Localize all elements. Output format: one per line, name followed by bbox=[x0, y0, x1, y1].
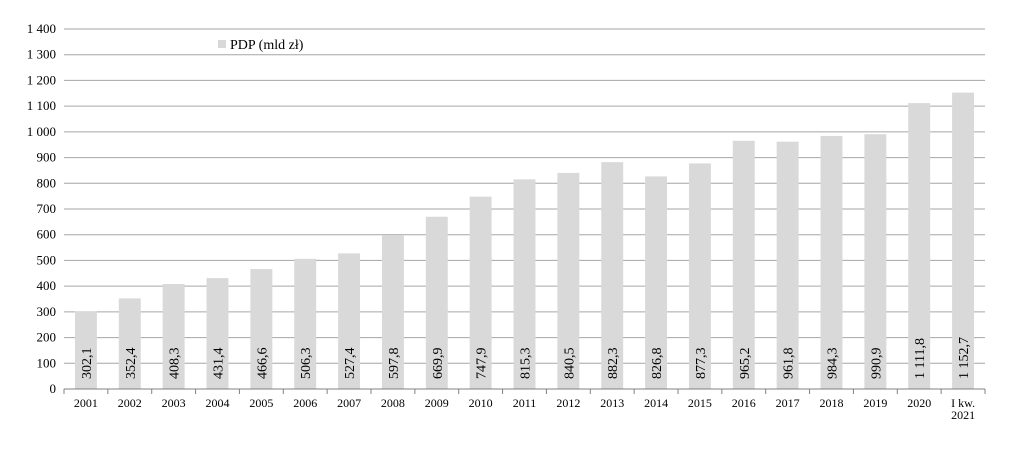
data-label: 747,9 bbox=[475, 348, 490, 379]
y-tick-label: 0 bbox=[50, 381, 57, 396]
bar bbox=[206, 278, 229, 389]
legend-label: PDP (mld zł) bbox=[230, 38, 304, 53]
data-label: 352,4 bbox=[124, 348, 139, 380]
bar bbox=[74, 311, 97, 389]
y-tick-label: 1 000 bbox=[27, 124, 56, 139]
bar bbox=[688, 163, 711, 389]
data-label: 466,6 bbox=[255, 348, 270, 380]
bar bbox=[513, 179, 536, 389]
bar bbox=[908, 103, 931, 389]
x-tick-label: 2015 bbox=[688, 396, 712, 410]
x-tick-label: 2012 bbox=[556, 396, 580, 410]
data-label: 965,2 bbox=[738, 348, 753, 380]
y-tick-label: 1 100 bbox=[27, 98, 56, 113]
bar bbox=[864, 134, 887, 389]
x-tick-label: 2009 bbox=[425, 396, 449, 410]
data-label: 877,3 bbox=[694, 348, 709, 380]
bar bbox=[952, 92, 975, 389]
bar bbox=[469, 196, 492, 389]
x-tick-label: 2013 bbox=[600, 396, 624, 410]
x-tick-label: 2002 bbox=[118, 396, 142, 410]
data-label: 882,3 bbox=[606, 348, 621, 380]
data-label: 506,3 bbox=[299, 348, 314, 380]
x-tick-label: 2007 bbox=[337, 396, 361, 410]
bar bbox=[776, 141, 799, 389]
data-label: 597,8 bbox=[387, 348, 402, 380]
x-tick-label: 2014 bbox=[644, 396, 668, 410]
data-label: 990,9 bbox=[869, 348, 884, 380]
y-tick-label: 300 bbox=[37, 304, 57, 319]
x-tick-label: 2008 bbox=[381, 396, 405, 410]
data-label: 826,8 bbox=[650, 348, 665, 380]
value-labels: 302,1 352,4 408,3 431,4 466,6 506,3 527,4 597,8… bbox=[80, 337, 972, 379]
y-tick-label: 400 bbox=[37, 278, 57, 293]
bar bbox=[294, 258, 317, 389]
legend-swatch bbox=[218, 40, 226, 48]
y-tick-label: 800 bbox=[37, 175, 57, 190]
bar bbox=[732, 140, 755, 389]
y-tick-label: 1 300 bbox=[27, 47, 56, 62]
y-tick-label: 100 bbox=[37, 355, 57, 370]
data-label: 431,4 bbox=[212, 348, 227, 380]
data-label: 527,4 bbox=[343, 348, 358, 380]
bar bbox=[118, 298, 141, 389]
y-axis-ticks: 0 100 200 300 400 500 600 700 800 900 1 000 1 100 1 … bbox=[27, 21, 56, 396]
y-tick-label: 200 bbox=[37, 330, 57, 345]
y-tick-label: 700 bbox=[37, 201, 57, 216]
x-tick-label: 2005 bbox=[249, 396, 273, 410]
x-tick-label: 2006 bbox=[293, 396, 317, 410]
bars bbox=[74, 92, 975, 389]
bar bbox=[820, 135, 843, 389]
y-tick-label: 1 200 bbox=[27, 72, 56, 87]
x-tick-label: 2019 bbox=[863, 396, 887, 410]
x-tick-label: 2020 bbox=[907, 396, 931, 410]
x-tick-label: 2018 bbox=[820, 396, 844, 410]
bar bbox=[601, 162, 624, 389]
x-tick-label: 2003 bbox=[162, 396, 186, 410]
bar bbox=[338, 253, 361, 389]
data-label: 669,9 bbox=[431, 348, 446, 380]
x-tick-label: 2001 bbox=[74, 396, 98, 410]
legend: PDP (mld zł) bbox=[218, 38, 304, 53]
bar bbox=[645, 176, 668, 389]
bar bbox=[557, 172, 580, 389]
x-tick-label: 2011 bbox=[513, 396, 537, 410]
data-label: 984,3 bbox=[826, 348, 841, 380]
bar bbox=[425, 216, 448, 389]
y-tick-label: 1 400 bbox=[27, 21, 56, 36]
y-tick-label: 600 bbox=[37, 227, 57, 242]
x-tick-label: I kw. 2021 bbox=[951, 396, 975, 422]
data-label: 840,5 bbox=[562, 348, 577, 380]
x-tick-label: 2004 bbox=[206, 396, 230, 410]
y-tick-label: 900 bbox=[37, 150, 57, 165]
bar bbox=[162, 284, 185, 389]
data-label: 408,3 bbox=[168, 348, 183, 380]
data-label: 815,3 bbox=[519, 348, 534, 380]
data-label: 961,8 bbox=[782, 348, 797, 380]
data-label: 1 152,7 bbox=[957, 337, 972, 379]
data-label: 1 111,8 bbox=[913, 338, 928, 379]
x-tick-label: 2010 bbox=[469, 396, 493, 410]
data-label: 302,1 bbox=[80, 348, 95, 380]
x-tick-label: 2016 bbox=[732, 396, 756, 410]
x-tick-label: 2017 bbox=[776, 396, 800, 410]
y-tick-label: 500 bbox=[37, 252, 57, 267]
bar bbox=[381, 235, 404, 389]
x-axis-labels: 2001 2002 2003 2004 2005 2006 2007 2008 2009 2010… bbox=[63, 389, 986, 422]
bar bbox=[250, 269, 273, 389]
